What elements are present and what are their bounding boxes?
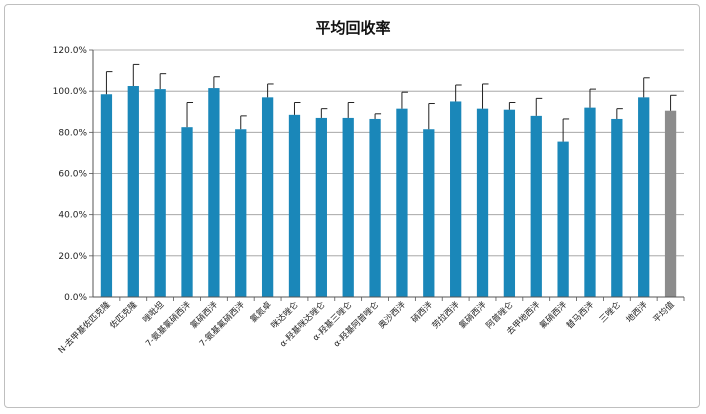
bar: [503, 109, 516, 297]
y-tick-label: 20.0%: [58, 252, 87, 262]
bar: [181, 127, 193, 297]
bar: [208, 88, 220, 298]
bar: [450, 101, 462, 297]
error-bars: [105, 63, 677, 142]
bar: [288, 114, 301, 298]
x-tick-label: 7-氨基氟硝西泮: [197, 299, 247, 349]
bar: [100, 94, 113, 297]
bar: [476, 108, 489, 297]
bar: [423, 129, 435, 297]
y-tick-label: 0.0%: [64, 293, 87, 303]
x-tick-label: N-去甲基佐匹克隆: [56, 299, 113, 356]
x-tick-label: 平均值: [651, 299, 677, 325]
bar: [557, 141, 569, 297]
bar: [530, 115, 542, 297]
bar: [315, 117, 327, 297]
bar: [638, 97, 650, 297]
bar: [235, 129, 247, 297]
bar: [611, 118, 623, 298]
y-tick-label: 120.0%: [53, 46, 88, 56]
x-tick-label: 唑吡坦: [140, 299, 166, 325]
x-tick-label: 替马西泮: [564, 299, 596, 331]
bar: [154, 89, 166, 297]
x-tick-label: 氯硝西泮: [457, 299, 489, 331]
x-tick-label: α-羟基咪达唑仑: [277, 299, 327, 349]
x-tick-label: 氯氮卓: [248, 299, 274, 325]
bar: [369, 118, 381, 298]
x-tick-label: 劳拉西泮: [430, 299, 462, 331]
x-tick-label: 7-氨基氯硝西泮: [143, 299, 193, 349]
bar: [127, 86, 139, 297]
x-tick-label: 地西泮: [624, 299, 650, 325]
x-tick-label: 氟硝西泮: [537, 299, 569, 331]
x-tick-label: 奥沙西泮: [376, 299, 408, 331]
y-tick-label: 80.0%: [58, 128, 87, 138]
x-tick-label: 佐匹克隆: [108, 299, 140, 331]
bar: [396, 108, 408, 297]
x-tick-label: 硝西泮: [409, 299, 435, 325]
bar: [584, 107, 596, 297]
x-tick-label: α-羟基阿普唑仑: [331, 299, 381, 349]
y-tick-label: 100.0%: [53, 87, 88, 97]
bar: [664, 110, 677, 298]
y-tick-label: 60.0%: [58, 170, 87, 180]
bars: [100, 86, 677, 298]
bar: [261, 97, 274, 297]
y-tick-label: 40.0%: [58, 211, 87, 221]
chart-title: 平均回收率: [315, 19, 391, 37]
bar: [342, 117, 354, 297]
x-tick-label: 三唑仑: [597, 299, 623, 325]
y-axis-ticks: 0.0% 20.0% 40.0% 60.0% 80.0% 100.0% 120.0%: [53, 46, 93, 303]
